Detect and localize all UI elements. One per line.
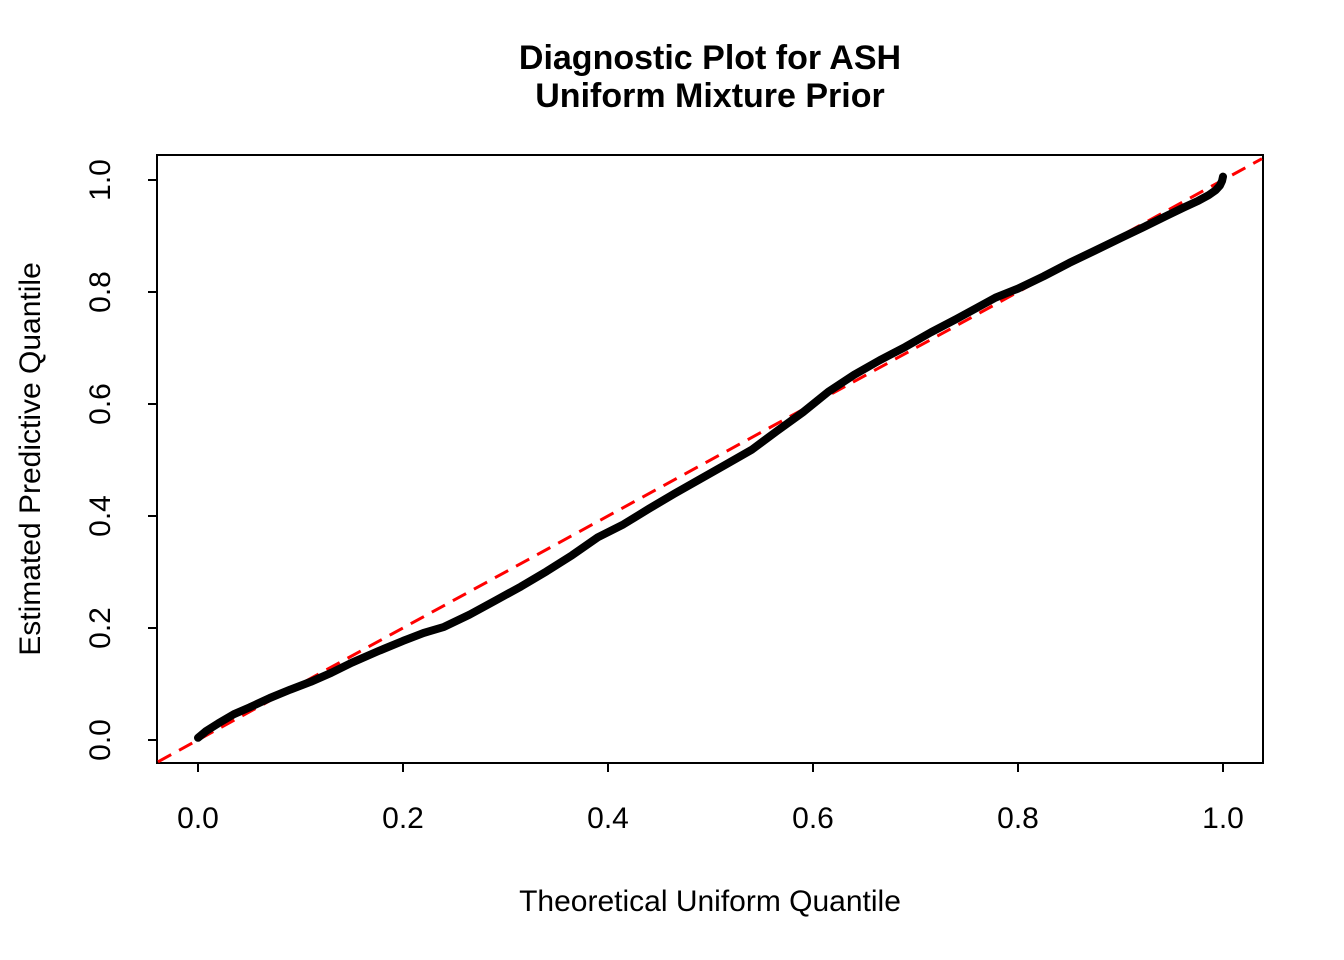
x-tick-label: 0.2 [382,802,424,835]
y-tick-label: 0.6 [84,383,117,425]
plot-box [156,154,1264,764]
plot-title-line1: Diagnostic Plot for ASH [519,39,901,77]
qq-curve [194,172,1227,742]
identity-reference-line [157,157,1263,764]
y-tick-label: 0.8 [84,271,117,313]
x-tick-label: 1.0 [1202,802,1244,835]
plot-title-line2: Uniform Mixture Prior [535,77,884,115]
y-tick-label: 0.2 [84,607,117,649]
x-tick-label: 0.0 [177,802,219,835]
x-tick-label: 0.8 [997,802,1039,835]
y-axis-title: Estimated Predictive Quantile [14,262,47,656]
x-axis: 0.0 0.2 0.4 0.6 0.8 1.0 [177,763,1244,835]
y-axis: 0.0 0.2 0.4 0.6 0.8 1.0 [84,159,157,761]
x-tick-label: 0.4 [587,802,629,835]
y-tick-label: 0.0 [84,719,117,761]
y-tick-label: 0.4 [84,495,117,537]
x-tick-label: 0.6 [792,802,834,835]
x-axis-title: Theoretical Uniform Quantile [519,885,901,918]
y-tick-label: 1.0 [84,159,117,201]
